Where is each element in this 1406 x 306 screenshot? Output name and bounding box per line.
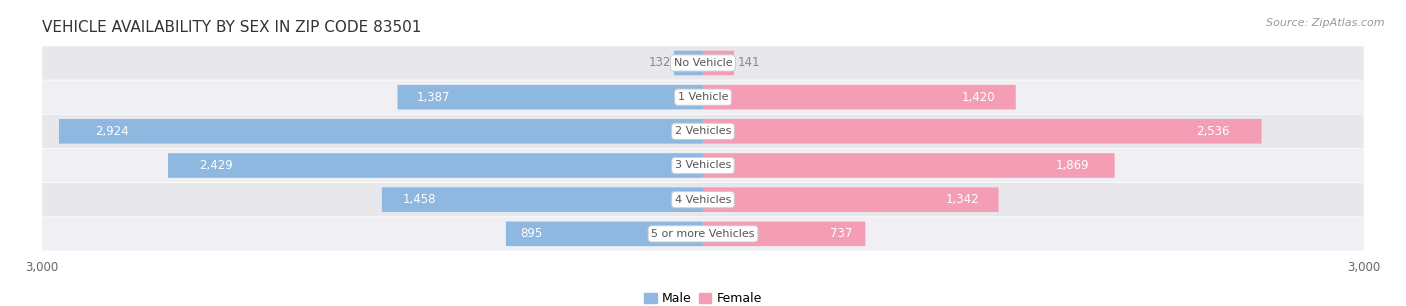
FancyBboxPatch shape <box>506 222 703 246</box>
Text: 1,342: 1,342 <box>946 193 980 206</box>
FancyBboxPatch shape <box>42 183 1364 216</box>
Text: 895: 895 <box>520 227 543 240</box>
Text: 5 or more Vehicles: 5 or more Vehicles <box>651 229 755 239</box>
Text: 1,387: 1,387 <box>418 91 451 104</box>
FancyBboxPatch shape <box>42 80 1364 114</box>
Text: 2,924: 2,924 <box>96 125 129 138</box>
FancyBboxPatch shape <box>42 149 1364 182</box>
FancyBboxPatch shape <box>398 85 703 110</box>
Text: 1,869: 1,869 <box>1056 159 1090 172</box>
FancyBboxPatch shape <box>673 51 703 75</box>
Text: VEHICLE AVAILABILITY BY SEX IN ZIP CODE 83501: VEHICLE AVAILABILITY BY SEX IN ZIP CODE … <box>42 20 422 35</box>
FancyBboxPatch shape <box>42 114 1364 148</box>
Text: No Vehicle: No Vehicle <box>673 58 733 68</box>
FancyBboxPatch shape <box>42 46 1364 80</box>
FancyBboxPatch shape <box>382 187 703 212</box>
Text: 737: 737 <box>831 227 853 240</box>
Text: 132: 132 <box>648 57 671 69</box>
Legend: Male, Female: Male, Female <box>640 287 766 306</box>
FancyBboxPatch shape <box>703 51 734 75</box>
Text: 2 Vehicles: 2 Vehicles <box>675 126 731 136</box>
Text: Source: ZipAtlas.com: Source: ZipAtlas.com <box>1267 18 1385 28</box>
FancyBboxPatch shape <box>703 187 998 212</box>
FancyBboxPatch shape <box>703 85 1015 110</box>
Text: 3 Vehicles: 3 Vehicles <box>675 160 731 170</box>
FancyBboxPatch shape <box>59 119 703 144</box>
Text: 1,458: 1,458 <box>402 193 436 206</box>
Text: 1 Vehicle: 1 Vehicle <box>678 92 728 102</box>
FancyBboxPatch shape <box>167 153 703 178</box>
FancyBboxPatch shape <box>703 153 1115 178</box>
Text: 4 Vehicles: 4 Vehicles <box>675 195 731 205</box>
FancyBboxPatch shape <box>703 119 1261 144</box>
Text: 2,536: 2,536 <box>1195 125 1229 138</box>
Text: 1,420: 1,420 <box>962 91 995 104</box>
Text: 141: 141 <box>737 57 759 69</box>
Text: 2,429: 2,429 <box>200 159 233 172</box>
FancyBboxPatch shape <box>703 222 865 246</box>
FancyBboxPatch shape <box>42 217 1364 251</box>
